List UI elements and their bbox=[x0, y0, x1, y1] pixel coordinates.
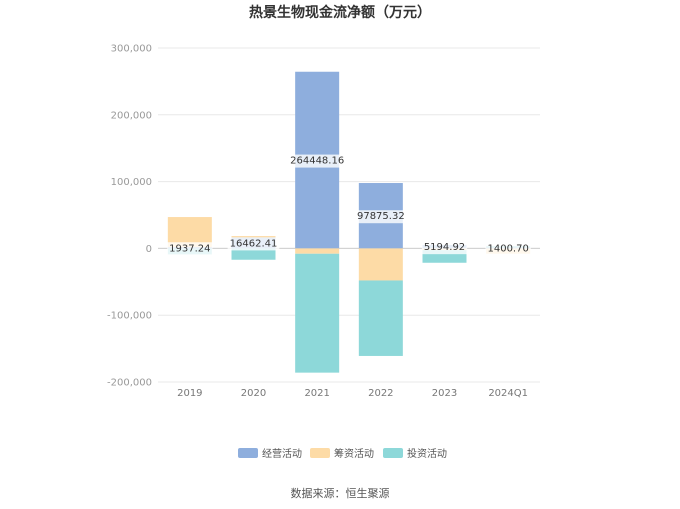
source-note: 数据来源：恒生聚源 bbox=[291, 486, 390, 500]
bar-segment bbox=[231, 248, 276, 260]
y-tick-label: 300,000 bbox=[111, 44, 152, 55]
data-labels: 1937.24 16462.41 264448.16 97875.32 5194.92 1… bbox=[167, 154, 531, 256]
bar-segment bbox=[167, 217, 212, 248]
data-label: 1937.24 bbox=[169, 243, 210, 254]
x-tick-label: 2021 bbox=[304, 388, 329, 399]
legend-label: 筹资活动 bbox=[334, 447, 374, 460]
bar-segment bbox=[295, 248, 340, 254]
x-tick-label: 2022 bbox=[368, 388, 393, 399]
x-tick-label: 2024Q1 bbox=[488, 388, 528, 399]
data-label-bg bbox=[227, 237, 280, 251]
data-label: 1400.70 bbox=[487, 243, 528, 254]
data-label: 264448.16 bbox=[290, 156, 344, 167]
legend-label: 投资活动 bbox=[407, 447, 447, 460]
y-axis: 300,000 200,000 100,000 0 -100,000 -200,000 bbox=[107, 44, 152, 389]
bar-segment bbox=[358, 248, 403, 281]
bars bbox=[167, 71, 531, 373]
legend-label: 经营活动 bbox=[262, 447, 302, 460]
data-label-bg bbox=[288, 154, 347, 168]
x-tick-label: 2020 bbox=[241, 388, 266, 399]
y-tick-label: 200,000 bbox=[111, 110, 152, 121]
data-label: 16462.41 bbox=[230, 238, 278, 249]
data-label: 97875.32 bbox=[357, 211, 405, 222]
legend-swatch bbox=[383, 448, 403, 458]
x-tick-label: 2023 bbox=[432, 388, 457, 399]
legend-swatch bbox=[238, 448, 258, 458]
y-tick-label: -200,000 bbox=[107, 378, 152, 389]
bar-segment bbox=[295, 253, 340, 373]
y-tick-label: -100,000 bbox=[107, 311, 152, 322]
gridlines bbox=[158, 47, 540, 383]
data-label: 5194.92 bbox=[424, 242, 465, 253]
bar-segment bbox=[358, 280, 403, 356]
data-label-bg bbox=[167, 242, 213, 256]
data-label-bg bbox=[421, 241, 468, 255]
x-axis: 2019 2020 2021 2022 2023 2024Q1 bbox=[177, 388, 528, 399]
chart-title: 热景生物现金流净额（万元） bbox=[249, 4, 431, 21]
y-tick-label: 0 bbox=[146, 244, 152, 255]
legend-swatch bbox=[310, 448, 330, 458]
data-label-bg bbox=[354, 210, 407, 224]
bar-segment bbox=[231, 236, 276, 238]
data-label-bg bbox=[485, 242, 531, 256]
x-tick-label: 2019 bbox=[177, 388, 202, 399]
y-tick-label: 100,000 bbox=[111, 177, 152, 188]
legend: 经营活动 筹资活动 投资活动 bbox=[238, 447, 447, 460]
